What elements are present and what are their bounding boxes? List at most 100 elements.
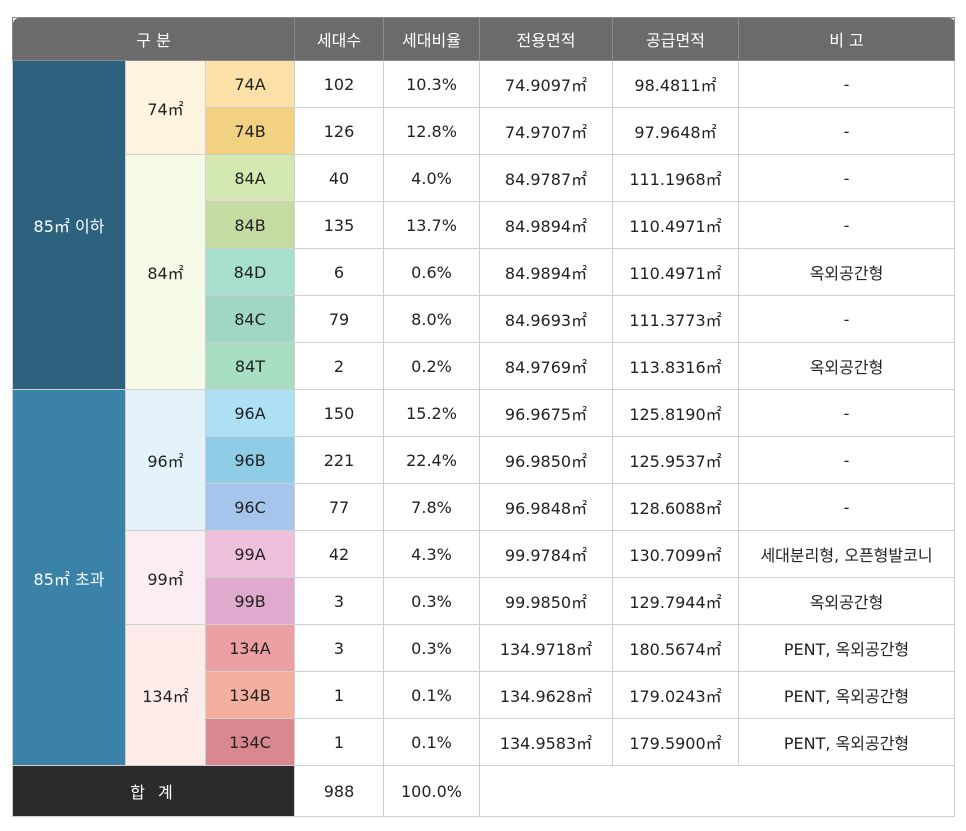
supply-area-cell: 111.3773㎡ [612,295,739,343]
total-empty-cell [479,765,955,817]
remark-cell: 옥외공간형 [738,248,955,296]
type-cell: 96B [205,436,295,484]
supply-area-cell: 98.4811㎡ [612,60,739,108]
exclusive-area-cell: 84.9894㎡ [479,248,613,296]
type-cell: 84A [205,154,295,202]
ratio-cell: 13.7% [383,201,480,249]
households-cell: 150 [294,389,384,437]
supply-area-cell: 129.7944㎡ [612,577,739,625]
table-header-row: 구 분 세대수 세대비율 전용면적 공급면적 비 고 [12,17,955,61]
ratio-cell: 7.8% [383,483,480,531]
area-group-cell: 85㎡ 이하 [12,60,126,390]
table-row: 84C 79 8.0% 84.9693㎡ 111.3773㎡ - [13,295,955,343]
area-group-cell: 85㎡ 초과 [12,389,126,766]
households-cell: 102 [294,60,384,108]
table-row: 99㎡ 99A 42 4.3% 99.9784㎡ 130.7099㎡ 세대분리형, 오픈형발… [13,530,955,625]
type-cell: 96A [205,389,295,437]
type-cell: 134B [205,671,295,719]
size-cell: 134㎡ [125,624,206,766]
households-cell: 40 [294,154,384,202]
households-cell: 79 [294,295,384,343]
table-row: 85㎡ 초과 96㎡ 96A 150 15.2% 96.9675㎡ 125.8190㎡ - [12,389,955,766]
unit-type-table: 구 분 세대수 세대비율 전용면적 공급면적 비 고 85㎡ 이하 74㎡ 74A 1… [12,17,955,817]
households-cell: 135 [294,201,384,249]
remark-cell: PENT, 옥외공간형 [738,671,955,719]
supply-area-cell: 113.8316㎡ [612,342,739,390]
type-cell: 84C [205,295,295,343]
remark-cell: - [738,483,955,531]
header-ratio: 세대비율 [383,17,480,61]
type-cell: 84D [205,248,295,296]
total-ratio: 100.0% [383,765,480,817]
total-row: 합 계 988 100.0% [12,765,955,817]
header-households: 세대수 [294,17,384,61]
households-cell: 3 [294,624,384,672]
header-exclusive-area: 전용면적 [479,17,613,61]
ratio-cell: 0.1% [383,718,480,766]
households-cell: 1 [294,671,384,719]
supply-area-cell: 125.8190㎡ [612,389,739,437]
exclusive-area-cell: 84.9693㎡ [479,295,613,343]
remark-cell: 옥외공간형 [738,577,955,625]
ratio-cell: 4.0% [383,154,480,202]
total-households: 988 [294,765,384,817]
type-cell: 84T [205,342,295,390]
households-cell: 42 [294,530,384,578]
exclusive-area-cell: 96.9848㎡ [479,483,613,531]
total-label: 합 계 [12,765,295,817]
supply-area-cell: 125.9537㎡ [612,436,739,484]
ratio-cell: 10.3% [383,60,480,108]
type-cell: 134A [205,624,295,672]
supply-area-cell: 180.5674㎡ [612,624,739,672]
ratio-cell: 0.3% [383,624,480,672]
table-body: 85㎡ 이하 74㎡ 74A 102 10.3% 74.9097㎡ 98.4811㎡ -74B… [12,60,955,817]
unit-table-container: 구 분 세대수 세대비율 전용면적 공급면적 비 고 85㎡ 이하 74㎡ 74A 1… [12,17,955,817]
exclusive-area-cell: 84.9894㎡ [479,201,613,249]
ratio-cell: 0.3% [383,577,480,625]
table-row: 84D 6 0.6% 84.9894㎡ 110.4971㎡ 옥외공간형 [13,248,955,296]
table-row: 96B 221 22.4% 96.9850㎡ 125.9537㎡ - [13,436,955,484]
table-row: 84T 2 0.2% 84.9769㎡ 113.8316㎡ 옥외공간형 [13,342,955,390]
remark-cell: 세대분리형, 오픈형발코니 [738,530,955,578]
header-division: 구 분 [12,17,295,61]
supply-area-cell: 110.4971㎡ [612,248,739,296]
size-cell: 74㎡ [125,60,206,155]
table-row: 84㎡ 84A 40 4.0% 84.9787㎡ 111.1968㎡ - [13,154,955,390]
supply-area-cell: 130.7099㎡ [612,530,739,578]
type-cell: 84B [205,201,295,249]
ratio-cell: 22.4% [383,436,480,484]
remark-cell: PENT, 옥외공간형 [738,624,955,672]
supply-area-cell: 110.4971㎡ [612,201,739,249]
supply-area-cell: 97.9648㎡ [612,107,739,155]
type-cell: 74B [205,107,295,155]
table-row: 74B 126 12.8% 74.9707㎡ 97.9648㎡ - [13,107,955,155]
ratio-cell: 0.6% [383,248,480,296]
supply-area-cell: 179.0243㎡ [612,671,739,719]
ratio-cell: 0.1% [383,671,480,719]
remark-cell: - [738,436,955,484]
households-cell: 126 [294,107,384,155]
type-cell: 99A [205,530,295,578]
ratio-cell: 0.2% [383,342,480,390]
households-cell: 2 [294,342,384,390]
ratio-cell: 15.2% [383,389,480,437]
table-row: 134B 1 0.1% 134.9628㎡ 179.0243㎡ PENT, 옥외공간형 [13,671,955,719]
supply-area-cell: 111.1968㎡ [612,154,739,202]
exclusive-area-cell: 96.9850㎡ [479,436,613,484]
supply-area-cell: 179.5900㎡ [612,718,739,766]
type-cell: 96C [205,483,295,531]
header-supply-area: 공급면적 [612,17,739,61]
type-cell: 134C [205,718,295,766]
remark-cell: PENT, 옥외공간형 [738,718,955,766]
exclusive-area-cell: 134.9718㎡ [479,624,613,672]
remark-cell: - [738,295,955,343]
households-cell: 77 [294,483,384,531]
type-cell: 99B [205,577,295,625]
remark-cell: - [738,107,955,155]
type-cell: 74A [205,60,295,108]
exclusive-area-cell: 96.9675㎡ [479,389,613,437]
ratio-cell: 8.0% [383,295,480,343]
supply-area-cell: 128.6088㎡ [612,483,739,531]
size-cell: 99㎡ [125,530,206,625]
households-cell: 221 [294,436,384,484]
